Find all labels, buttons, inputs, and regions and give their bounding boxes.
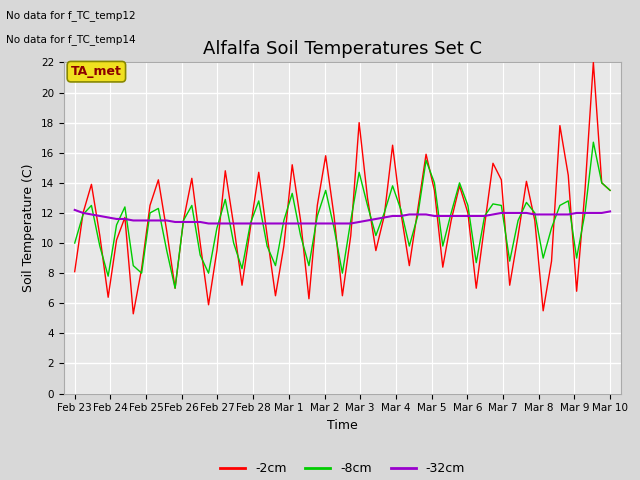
Title: Alfalfa Soil Temperatures Set C: Alfalfa Soil Temperatures Set C [203,40,482,58]
X-axis label: Time: Time [327,419,358,432]
Text: No data for f_TC_temp12: No data for f_TC_temp12 [6,10,136,21]
Text: TA_met: TA_met [71,65,122,78]
Y-axis label: Soil Temperature (C): Soil Temperature (C) [22,164,35,292]
Text: No data for f_TC_temp14: No data for f_TC_temp14 [6,34,136,45]
Legend: -2cm, -8cm, -32cm: -2cm, -8cm, -32cm [215,457,470,480]
